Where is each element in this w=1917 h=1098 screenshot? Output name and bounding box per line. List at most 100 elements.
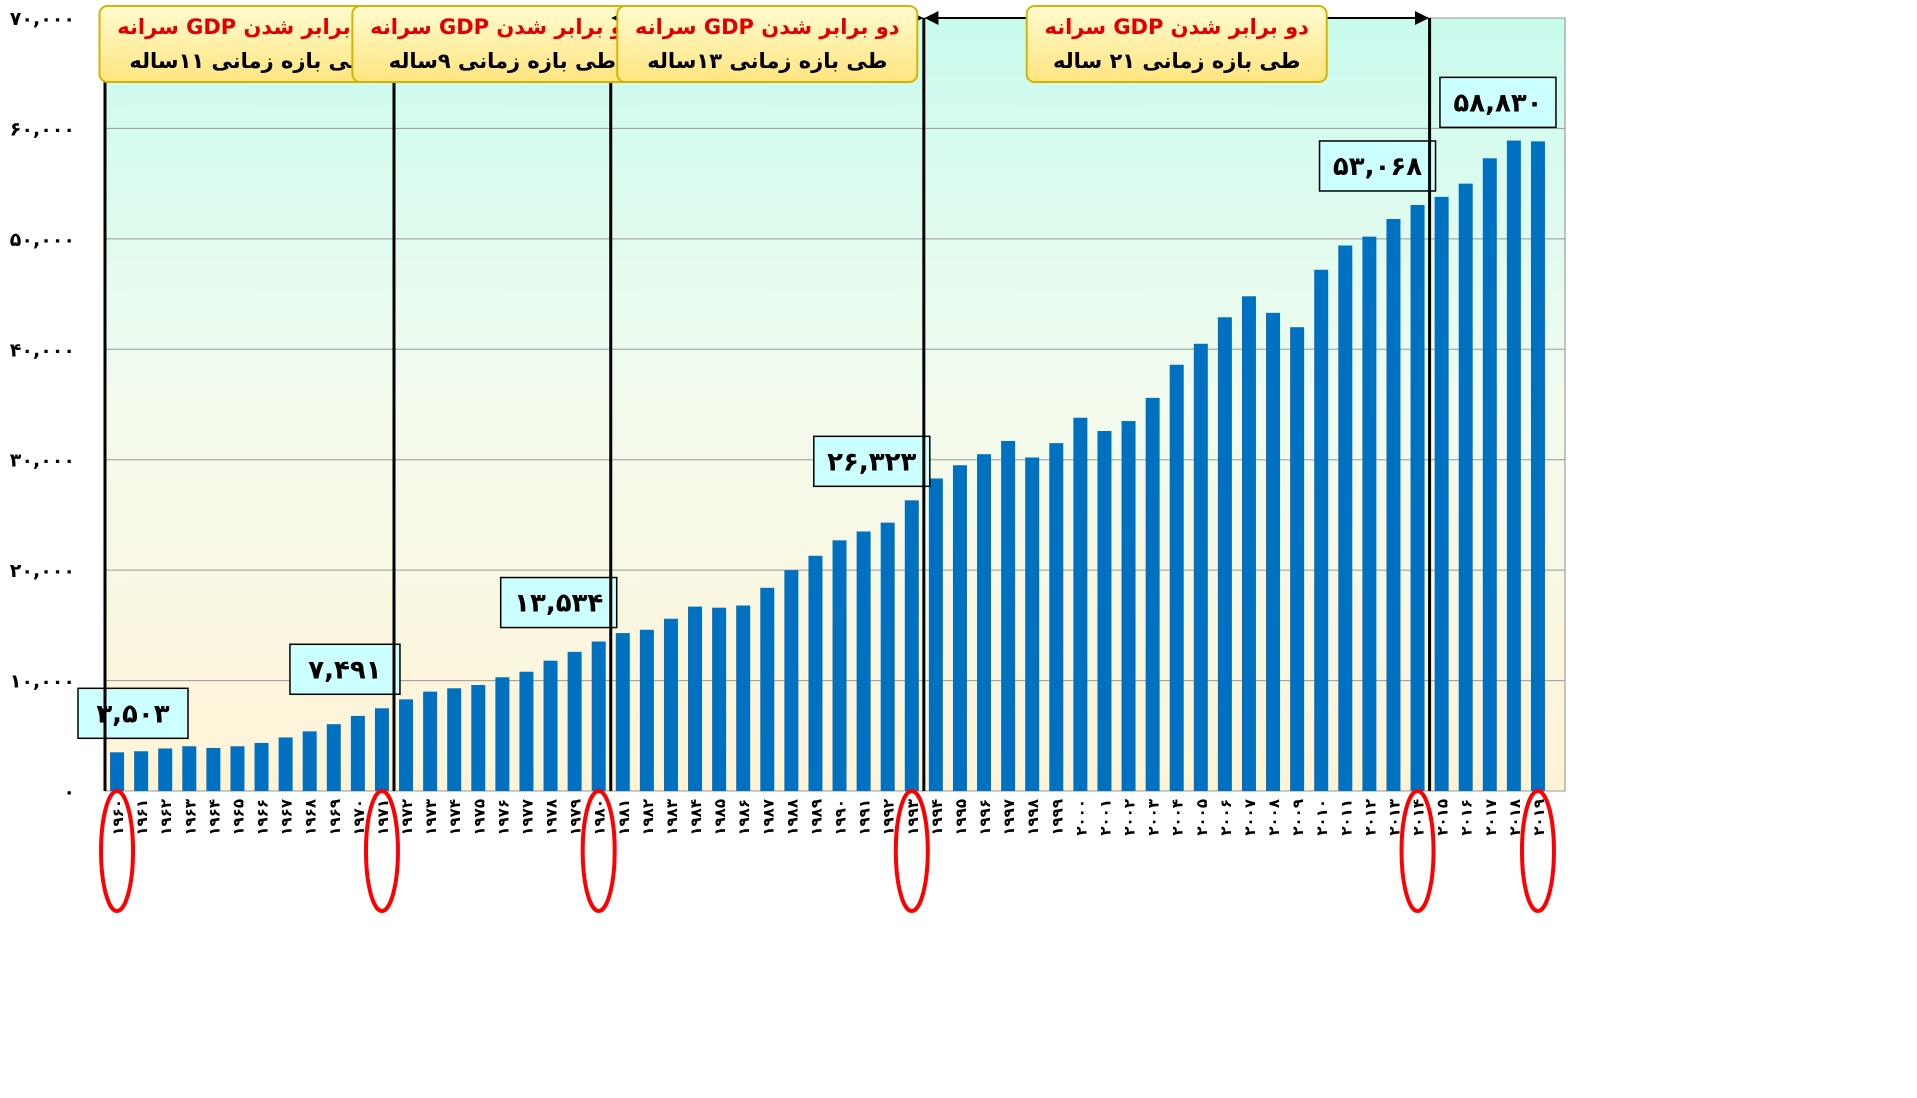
bar	[134, 751, 149, 791]
x-tick-label: ۲۰۰۳	[1145, 799, 1163, 836]
x-tick-label: ۱۹۸۰	[591, 799, 609, 836]
x-tick-label: ۱۹۶۸	[302, 799, 320, 836]
bar	[1410, 204, 1425, 791]
year-highlight	[580, 789, 617, 913]
bar	[447, 688, 462, 791]
year-highlight	[893, 789, 930, 913]
period-note-title: دو برابر شدن GDP سرانه	[1044, 15, 1309, 39]
bar	[230, 746, 245, 791]
bar	[712, 607, 727, 791]
x-tick-label: ۱۹۷۰	[350, 799, 368, 836]
x-tick-label: ۲۰۱۷	[1482, 799, 1500, 836]
bar	[543, 660, 558, 791]
x-tick-label: ۲۰۱۵	[1434, 799, 1452, 836]
bar	[1506, 140, 1521, 792]
x-tick-label: ۱۹۸۸	[783, 799, 801, 836]
bar	[567, 651, 582, 791]
x-tick-label: ۱۹۹۵	[952, 799, 970, 836]
bar	[326, 724, 341, 791]
bar	[1458, 183, 1473, 792]
bar	[904, 500, 919, 791]
x-tick-label: ۱۹۷۴	[446, 799, 464, 836]
x-tick-label: ۱۹۹۲	[880, 799, 898, 836]
y-tick-label: ۶۰,۰۰۰	[10, 118, 75, 140]
bar	[1193, 343, 1208, 791]
bar	[1217, 317, 1232, 791]
x-tick-label: ۲۰۰۵	[1193, 799, 1211, 836]
bar	[471, 684, 486, 791]
value-label: ۵۸,۸۳۰	[1453, 88, 1542, 118]
period-note-text: طی بازه زمانی ۲۱ ساله	[1053, 49, 1300, 73]
x-tick-label: ۱۹۶۲	[157, 799, 175, 836]
value-label-box	[1318, 140, 1437, 192]
x-tick-label: ۲۰۱۴	[1410, 799, 1428, 836]
bar	[856, 531, 871, 791]
x-tick-label: ۱۹۸۵	[711, 799, 729, 836]
bar	[182, 746, 197, 791]
x-tick-label: ۲۰۱۲	[1361, 799, 1379, 836]
x-tick-label: ۱۹۶۴	[205, 799, 223, 836]
bar	[1145, 397, 1160, 791]
value-label-box	[77, 687, 189, 740]
bar	[1386, 218, 1401, 792]
x-tick-label: ۱۹۷۱	[374, 799, 392, 836]
x-tick-label: ۱۹۹۸	[1024, 799, 1042, 836]
x-tick-label: ۲۰۰۰	[1072, 799, 1090, 836]
year-highlight	[99, 789, 136, 913]
bar	[928, 478, 943, 791]
x-tick-label: ۲۰۱۸	[1506, 799, 1524, 836]
period-note-text: طی بازه زمانی ۱۳ساله	[647, 49, 887, 73]
period-note-box	[1025, 5, 1328, 83]
year-highlight	[363, 789, 400, 913]
x-tick-label: ۲۰۱۹	[1530, 799, 1548, 836]
x-tick-label: ۱۹۷۹	[567, 799, 585, 836]
x-tick-label: ۱۹۹۱	[856, 799, 874, 836]
value-label: ۳,۵۰۳	[96, 699, 169, 729]
x-tick-label: ۲۰۱۱	[1337, 799, 1355, 836]
bar	[952, 465, 967, 791]
period-note-title: دو برابر شدن GDP سرانه	[117, 15, 382, 39]
bar	[663, 618, 678, 791]
bar	[1290, 327, 1305, 791]
x-tick-label: ۱۹۷۵	[470, 799, 488, 836]
bar	[784, 570, 799, 791]
x-tick-label: ۱۹۶۱	[133, 799, 151, 836]
x-tick-label: ۱۹۹۷	[1000, 799, 1018, 836]
x-tick-label: ۲۰۱۰	[1313, 799, 1331, 836]
value-label-box	[289, 643, 401, 696]
value-label-box	[813, 435, 931, 488]
x-tick-label: ۲۰۰۲	[1121, 799, 1139, 836]
bar	[736, 605, 751, 791]
x-tick-label: ۱۹۷۲	[398, 799, 416, 836]
x-tick-label: ۱۹۶۳	[181, 799, 199, 836]
period-note-box	[616, 5, 919, 83]
bar	[1049, 443, 1064, 791]
bar	[880, 522, 895, 791]
value-label-box	[1439, 76, 1557, 129]
bar	[1073, 417, 1088, 791]
bar	[206, 747, 221, 791]
value-label: ۵۳,۰۶۸	[1333, 152, 1422, 182]
y-tick-label: ۰	[63, 781, 75, 803]
bar	[423, 691, 438, 791]
x-tick-label: ۲۰۱۶	[1458, 799, 1476, 836]
year-highlight	[1399, 789, 1436, 913]
bar	[1434, 196, 1449, 791]
value-label: ۷,۴۹۱	[308, 655, 381, 685]
x-tick-label: ۲۰۰۸	[1265, 799, 1283, 836]
x-tick-label: ۱۹۹۹	[1048, 799, 1066, 836]
bar	[519, 671, 534, 791]
x-tick-label: ۱۹۸۶	[735, 799, 753, 836]
bar	[688, 606, 703, 791]
x-tick-label: ۱۹۷۳	[422, 799, 440, 836]
y-tick-label: ۲۰,۰۰۰	[10, 560, 75, 582]
y-tick-label: ۷۰,۰۰۰	[10, 8, 75, 30]
x-tick-label: ۱۹۸۲	[639, 799, 657, 836]
bar	[639, 629, 654, 791]
bar	[1121, 421, 1136, 791]
bar	[1338, 245, 1353, 792]
x-tick-label: ۲۰۰۴	[1169, 799, 1187, 836]
x-tick-label: ۱۹۹۴	[928, 799, 946, 836]
x-tick-label: ۱۹۸۹	[807, 799, 825, 836]
